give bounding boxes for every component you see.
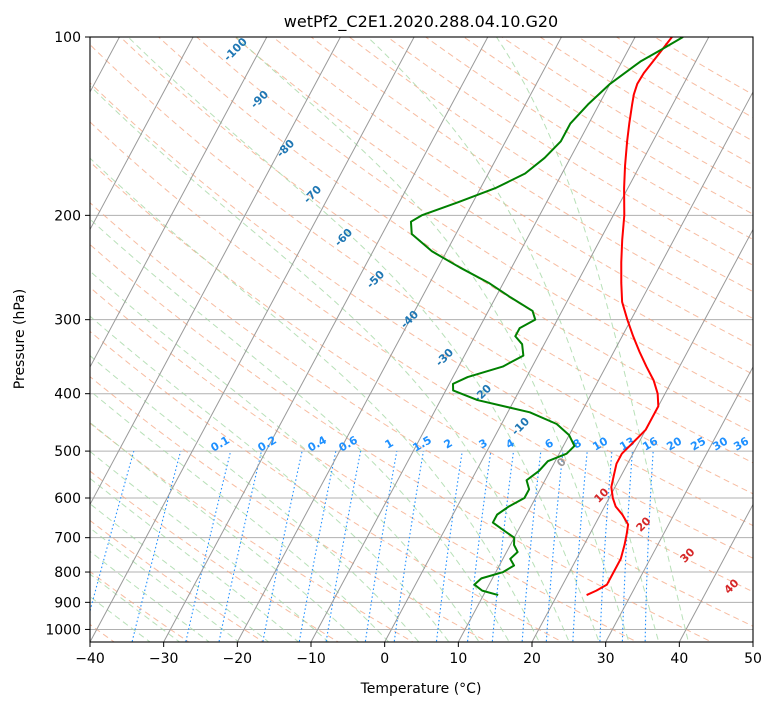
moist-adiabat-line [90,573,181,642]
isobar-lines [90,37,753,630]
x-tick-label: −20 [223,651,253,667]
isotherm-line [236,37,563,642]
mixing-ratio-line [325,450,362,642]
mixing-ratio-line [262,450,303,642]
moist-adiabat-line [90,315,450,642]
x-tick-label: 30 [597,651,615,667]
y-tick-label: 100 [54,30,81,46]
mixing-ratio-line [466,451,492,642]
plot-frame [89,36,754,643]
moist-adiabat-line [127,37,600,642]
dry-adiabat-line [90,422,414,642]
profile-series [409,37,684,597]
dry-adiabat-line [90,330,564,642]
moist-adiabat-line [235,37,630,642]
mixing-ratio-line [435,451,463,642]
moist-adiabat-line [90,85,570,642]
mixing-ratio-lines [90,450,654,642]
mixing-ratio-line [298,450,337,642]
dry-adiabat-line [90,470,340,642]
x-tick-label: 40 [670,651,688,667]
x-axis-label: Temperature (°C) [360,681,482,697]
y-axis-ticks: 100 200 300 400 500 600 700 800 900 1000 [45,30,90,638]
isotherm-line [90,37,268,369]
dry-adiabats [90,37,753,642]
moist-adiabat-line [90,477,300,642]
dry-adiabat-line [90,121,753,559]
x-tick-label: 50 [744,651,762,667]
mixing-ratio-line [218,450,263,642]
moist-adiabat-line [90,218,510,642]
dry-adiabat-line [90,376,489,642]
x-tick-label: −30 [149,651,179,667]
y-tick-label: 500 [54,444,81,460]
mixing-ratio-line [131,450,182,642]
dry-adiabat-line [90,571,190,642]
isotherm-line [457,90,753,642]
y-tick-label: 300 [54,313,81,329]
moist-adiabat-line [90,270,480,642]
y-tick-label: 800 [54,565,81,581]
y-tick-label: 1000 [45,622,81,638]
isotherm-line [605,365,753,642]
isotherm-line [90,37,342,506]
dry-adiabat-line [90,243,713,642]
dry-adiabat-line [90,82,753,527]
dry-adiabat-line [90,161,753,593]
y-tick-label: 900 [54,595,81,611]
dry-adiabat-line [90,286,639,642]
x-tick-label: 20 [523,651,541,667]
mixing-ratio-line [393,451,424,642]
temperature-profile-line [586,37,673,596]
dry-adiabat-line [90,202,753,627]
isotherm-line [90,37,194,231]
moist-adiabat-line [90,595,151,642]
mixing-ratio-line [621,451,633,642]
chart-title: wetPf2_C2E1.2020.288.04.10.G20 [284,12,558,32]
plot-area: 0.1 0.2 0.4 0.6 1 1.5 2 3 4 6 8 10 13 16 20 25 30 36-100-… [90,37,753,642]
dewpoint-profile-line [409,37,684,597]
isotherm-line [310,37,636,642]
moist-adiabat-line [496,37,689,642]
mixing-ratio-line [185,450,232,642]
x-axis-ticks: −40 −30 −20 −10 0 10 20 30 40 50 [75,642,762,667]
dry-adiabat-line [272,37,753,347]
y-axis-label: Pressure (hPa) [12,289,28,389]
isotherm-line [90,37,415,642]
isotherm-lines [90,37,753,642]
moist-adiabat-line [90,450,330,642]
isotherm-line [678,503,753,642]
isotherm-line [163,37,489,642]
dry-adiabat-line [310,37,753,320]
y-tick-label: 400 [54,387,81,403]
x-tick-label: 0 [380,651,389,667]
isotherm-line [384,37,710,642]
dry-adiabat-line [119,37,753,464]
x-tick-label: −10 [296,651,326,667]
mixing-ratio-line [572,451,588,642]
moist-adiabat-line [90,390,390,642]
x-tick-label: −40 [75,651,105,667]
moist-adiabat-line [90,550,210,642]
y-tick-label: 200 [54,208,81,224]
moist-adiabats [90,37,689,642]
moist-adiabat-line [367,37,660,642]
mixing-ratio-line [545,451,564,642]
dry-adiabat-line [157,37,753,434]
y-tick-label: 600 [54,491,81,507]
x-tick-label: 10 [449,651,467,667]
moist-adiabat-line [90,421,360,642]
mixing-ratio-line [364,451,398,642]
mixing-ratio-line [599,451,613,642]
moist-adiabat-line [90,157,540,642]
y-tick-label: 700 [54,531,81,547]
mixing-ratio-line [491,451,515,642]
mixing-ratio-line [644,451,654,642]
isotherm-line [531,228,753,642]
